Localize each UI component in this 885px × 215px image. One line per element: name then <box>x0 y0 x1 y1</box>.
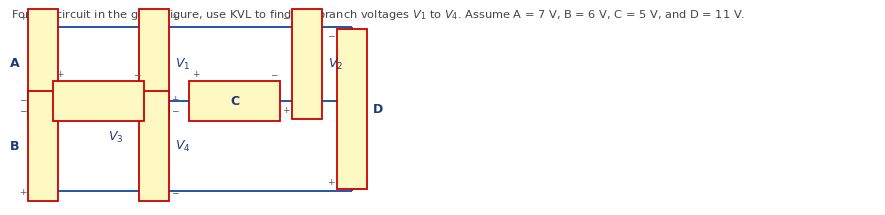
Text: C: C <box>230 95 239 108</box>
Text: −: − <box>172 188 179 197</box>
Bar <box>27 91 58 201</box>
Text: −: − <box>134 70 141 79</box>
Text: −: − <box>270 70 277 79</box>
Text: +: + <box>172 95 179 104</box>
Bar <box>292 9 322 119</box>
Text: $V_3$: $V_3$ <box>108 130 124 145</box>
Text: +: + <box>19 13 27 22</box>
Text: −: − <box>327 31 335 40</box>
Text: +: + <box>19 188 27 197</box>
Text: −: − <box>282 13 289 22</box>
Bar <box>53 81 144 121</box>
Text: D: D <box>373 103 383 116</box>
Bar <box>27 9 58 119</box>
Text: −: − <box>172 106 179 115</box>
Text: $V_2$: $V_2$ <box>327 57 342 72</box>
Text: B: B <box>10 140 19 153</box>
Text: A: A <box>10 57 19 71</box>
Text: +: + <box>327 178 335 187</box>
Text: +: + <box>172 13 179 22</box>
Bar <box>337 29 367 189</box>
Bar <box>139 91 169 201</box>
Text: −: − <box>19 106 27 115</box>
Text: $V_1$: $V_1$ <box>174 57 190 72</box>
Text: For the circuit in the given figure, use KVL to find the branch voltages $V_1$ t: For the circuit in the given figure, use… <box>12 8 745 22</box>
Text: +: + <box>56 70 64 79</box>
Text: +: + <box>192 70 200 79</box>
Text: $V_4$: $V_4$ <box>174 139 190 154</box>
Text: −: − <box>19 95 27 104</box>
Bar <box>189 81 280 121</box>
Bar <box>139 9 169 119</box>
Text: +: + <box>282 106 289 115</box>
